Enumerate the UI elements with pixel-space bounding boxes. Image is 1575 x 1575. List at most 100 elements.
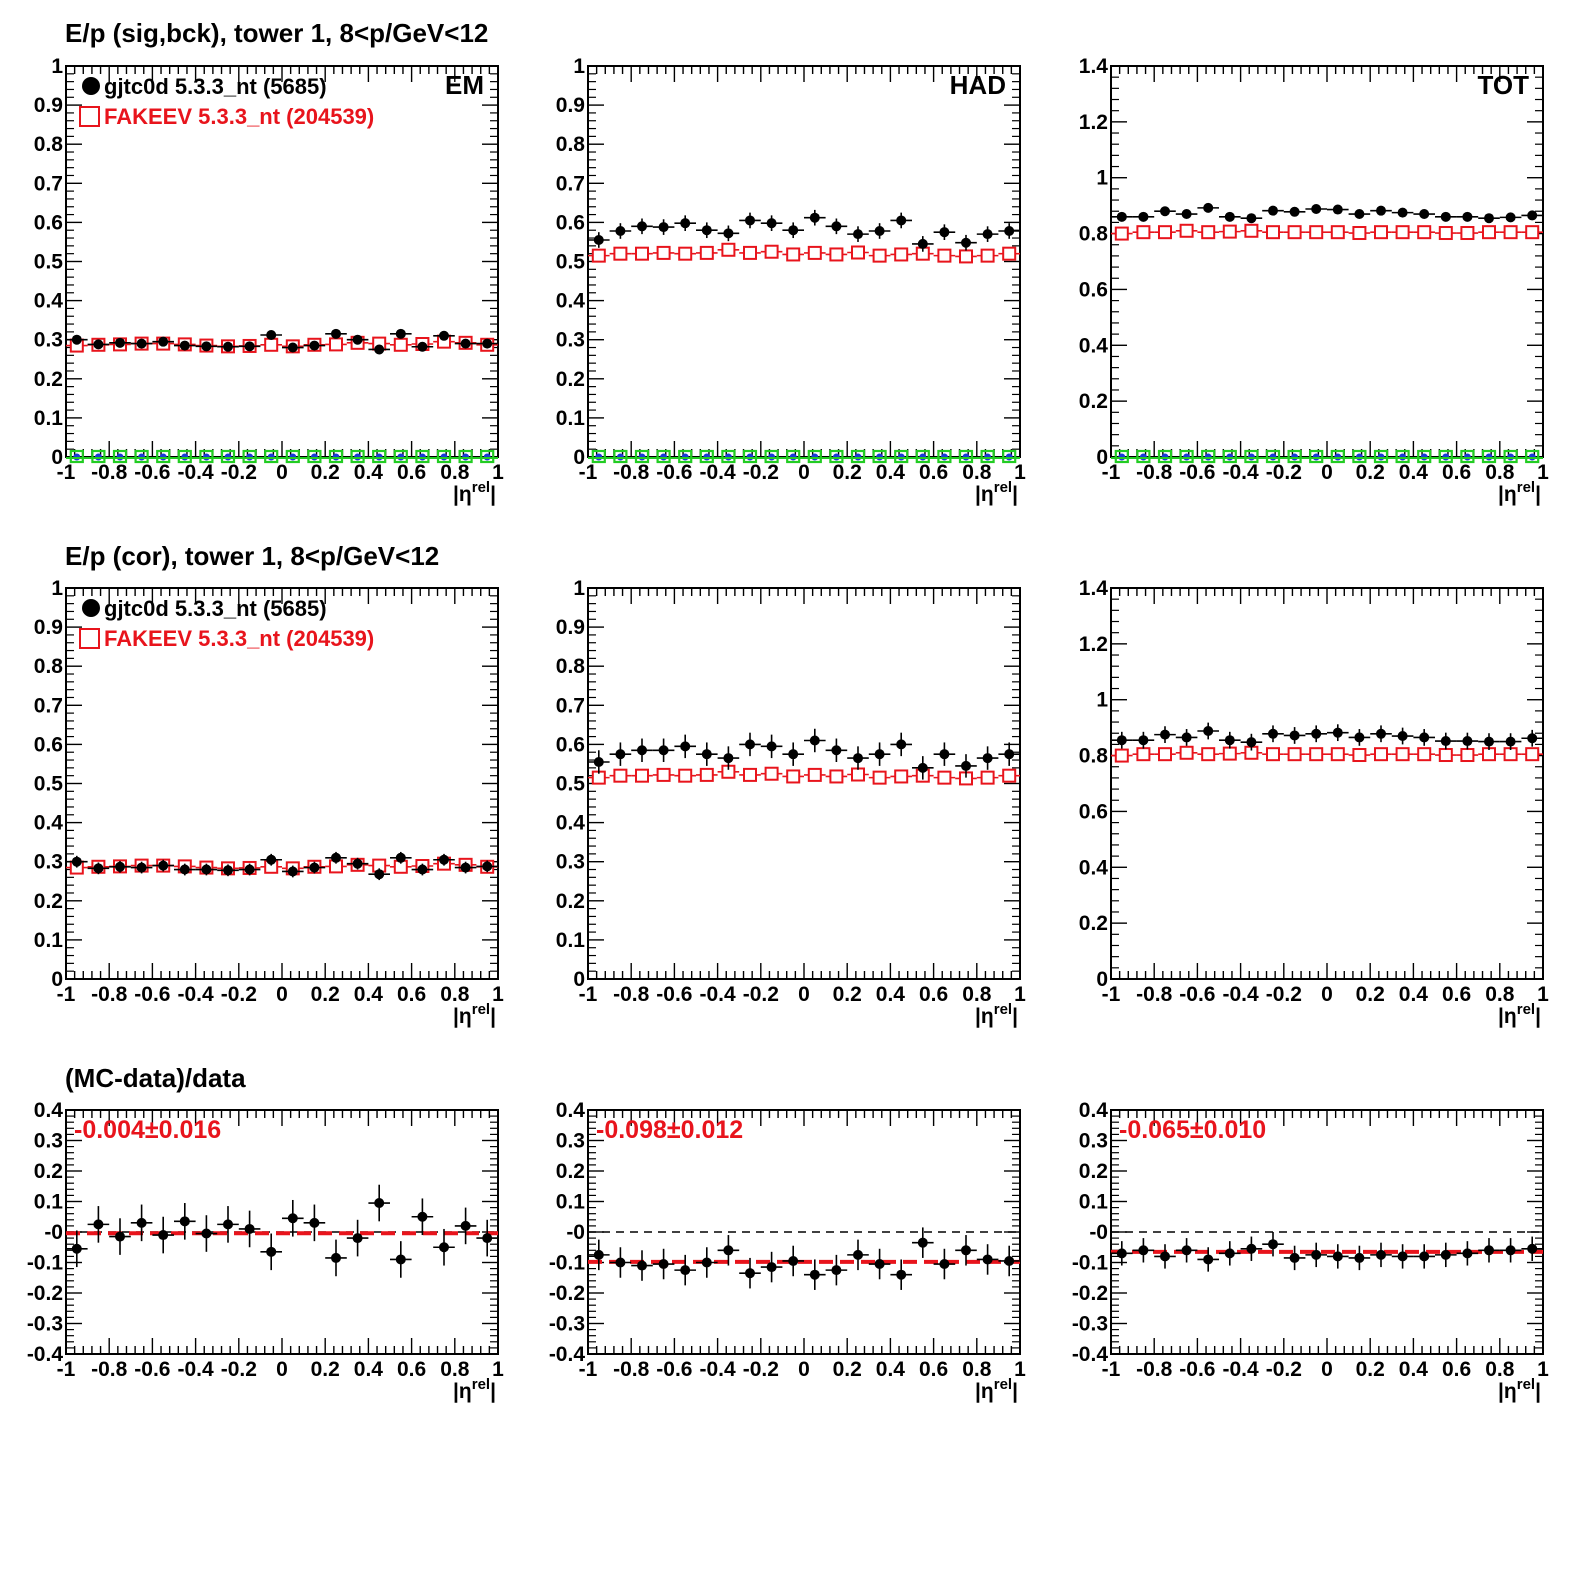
plot-panel-3: -1 -0.8 -0.6 -0.4 -0.2 0 0.2 0.4 0.6 0.8 1|ηrel|00… (1079, 55, 1549, 506)
plot-panel-6: -1 -0.8 -0.6 -0.4 -0.2 0 0.2 0.4 0.6 0.8 1|ηrel|00… (1079, 577, 1549, 1028)
mc-point (959, 249, 973, 264)
y-tick-label: 0.2 (556, 1160, 585, 1183)
data-point (766, 1262, 777, 1273)
y-tick-label: 1.4 (1079, 55, 1109, 78)
y-tick-label: 0.7 (34, 172, 63, 195)
x-tick-label: -0.4 (1223, 983, 1260, 1006)
data-point (201, 341, 212, 352)
background-mc-marker (1373, 449, 1389, 464)
data-point (853, 229, 863, 240)
data-point (352, 858, 363, 869)
legend-data-marker (82, 77, 100, 95)
data-point (179, 340, 190, 351)
mc-point (1417, 747, 1432, 762)
data-point (1289, 206, 1300, 217)
mc-point (1417, 225, 1432, 240)
data-point (1527, 733, 1538, 744)
x-tick-label: 1 (1014, 983, 1026, 1006)
background-mc-marker (1460, 449, 1475, 464)
data-point (309, 340, 320, 351)
data-point (331, 1252, 341, 1263)
data-point (1397, 207, 1408, 218)
data-point (939, 1259, 950, 1270)
y-tick-label: 0.4 (556, 812, 586, 835)
y-tick-label: -0.1 (1072, 1252, 1109, 1275)
x-tick-label: 0.2 (1356, 1358, 1385, 1381)
data-point (201, 1228, 212, 1239)
x-tick-label: 0.6 (1442, 1358, 1471, 1381)
plot-panel-5: -1 -0.8 -0.6 -0.4 -0.2 0 0.2 0.4 0.6 0.8 1|ηrel|00… (556, 577, 1026, 1028)
y-tick-label: 1 (51, 55, 63, 78)
data-point (1505, 736, 1516, 747)
plot-frame (1110, 65, 1544, 458)
background-mc-marker (1265, 449, 1281, 464)
data-point (939, 749, 950, 760)
data-point (309, 862, 320, 873)
mc-point (1460, 226, 1475, 241)
data-point (1181, 732, 1192, 743)
data-point (1004, 749, 1015, 760)
y-tick-label: 0.3 (34, 1130, 63, 1153)
y-tick-label: 0.3 (34, 851, 63, 874)
background-mc-marker (678, 449, 693, 464)
data-point (1289, 1252, 1300, 1263)
mc-point (1201, 747, 1216, 762)
y-tick-label: 0.4 (556, 290, 586, 313)
data-point (723, 753, 734, 764)
data-point (71, 334, 82, 345)
mc-point (1287, 747, 1302, 762)
x-tick-label: -0.6 (1179, 461, 1215, 484)
x-tick-label: 0.2 (833, 461, 862, 484)
legend: gjtc0d 5.3.3_nt (5685) FAKEEV 5.3.3_nt (2… (79, 74, 374, 129)
background-mc-marker (634, 449, 650, 464)
data-point (331, 852, 341, 863)
data-point (1484, 1245, 1494, 1256)
data-point (1116, 211, 1127, 222)
data-point (723, 1245, 734, 1256)
data-point (961, 237, 971, 248)
x-tick-label: 1 (1537, 983, 1549, 1006)
x-tick-label: -0.2 (743, 983, 779, 1006)
background-mc-marker (829, 449, 844, 464)
data-point (460, 862, 471, 873)
mc-point (1352, 748, 1367, 763)
mc-point (656, 245, 671, 260)
data-point (374, 1198, 385, 1209)
panel-label: TOT (1477, 70, 1529, 100)
y-tick-label: 0.1 (556, 1191, 586, 1214)
data-point (1181, 209, 1192, 220)
data-point (593, 756, 604, 767)
data-point (1332, 204, 1343, 215)
mc-point (1525, 747, 1540, 762)
mc-point (1158, 747, 1172, 762)
y-tick-label: 0.8 (556, 133, 586, 156)
mc-point (329, 337, 343, 352)
x-tick-label: -0.6 (134, 1358, 170, 1381)
data-point (1311, 1249, 1322, 1260)
x-tick-label: 0.8 (962, 983, 992, 1006)
x-tick-label: -0.6 (134, 983, 170, 1006)
data-point (701, 749, 712, 760)
y-tick-label: 0.9 (34, 94, 63, 117)
background-mc-marker (742, 449, 758, 464)
background-mc-marker (591, 449, 606, 464)
y-tick-label: 0.3 (1079, 1130, 1108, 1153)
data-point (853, 1249, 863, 1260)
x-tick-label: 0.4 (1399, 983, 1429, 1006)
data-point (71, 1243, 82, 1254)
data-point (460, 1220, 471, 1231)
y-tick-label: -0 (1089, 1221, 1108, 1244)
x-tick-label: 0 (276, 461, 288, 484)
x-tick-label: 0 (276, 983, 288, 1006)
data-point (374, 869, 385, 880)
data-point (482, 338, 493, 349)
y-tick-label: 0 (573, 968, 585, 991)
legend-data-marker (82, 599, 100, 617)
data-point (1181, 1245, 1192, 1256)
y-tick-label: -0 (566, 1221, 585, 1244)
plot-panel-9: -1 -0.8 -0.6 -0.4 -0.2 0 0.2 0.4 0.6 0.8 1|ηrel| -0… (1072, 1099, 1549, 1403)
mc-point (1438, 226, 1453, 241)
mc-point (851, 767, 865, 782)
x-tick-label: 0.8 (962, 1358, 992, 1381)
data-point (658, 222, 669, 233)
